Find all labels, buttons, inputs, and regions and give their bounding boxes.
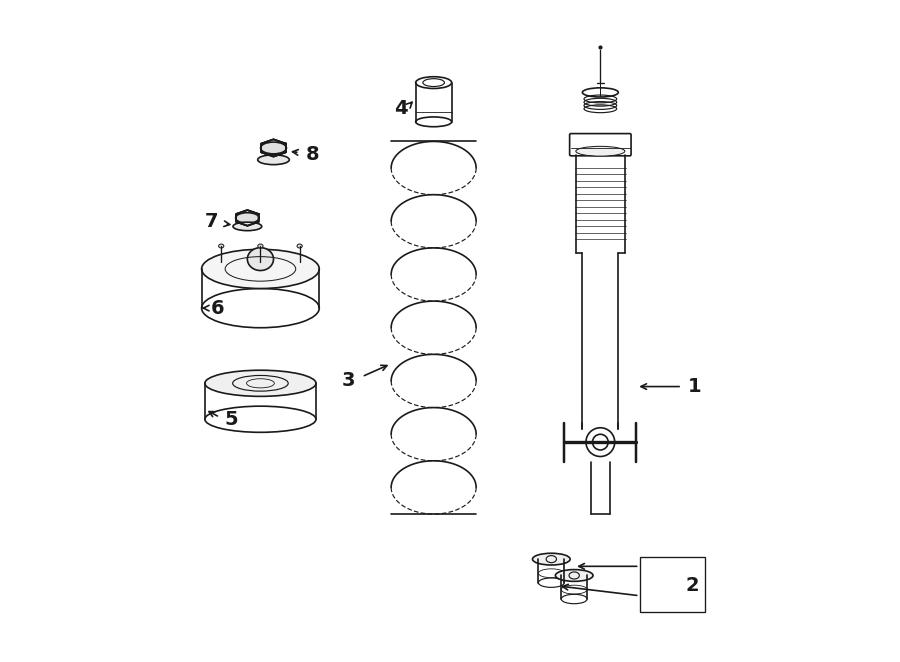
Text: 5: 5 xyxy=(224,410,238,429)
Ellipse shape xyxy=(248,248,274,271)
Ellipse shape xyxy=(297,244,302,248)
Ellipse shape xyxy=(236,213,259,223)
Text: 3: 3 xyxy=(342,371,356,389)
Ellipse shape xyxy=(261,142,286,154)
Text: 6: 6 xyxy=(212,299,225,318)
Ellipse shape xyxy=(555,569,593,581)
Bar xyxy=(640,557,705,612)
Text: 8: 8 xyxy=(306,145,319,164)
Ellipse shape xyxy=(257,244,263,248)
Ellipse shape xyxy=(219,244,224,248)
Text: 4: 4 xyxy=(394,99,408,118)
Ellipse shape xyxy=(576,146,625,156)
Ellipse shape xyxy=(533,553,570,565)
Text: 7: 7 xyxy=(204,213,218,231)
Ellipse shape xyxy=(205,370,316,397)
Ellipse shape xyxy=(257,155,289,165)
Ellipse shape xyxy=(233,222,262,230)
Text: 1: 1 xyxy=(688,377,702,396)
Ellipse shape xyxy=(202,250,320,289)
Text: 2: 2 xyxy=(685,577,698,595)
